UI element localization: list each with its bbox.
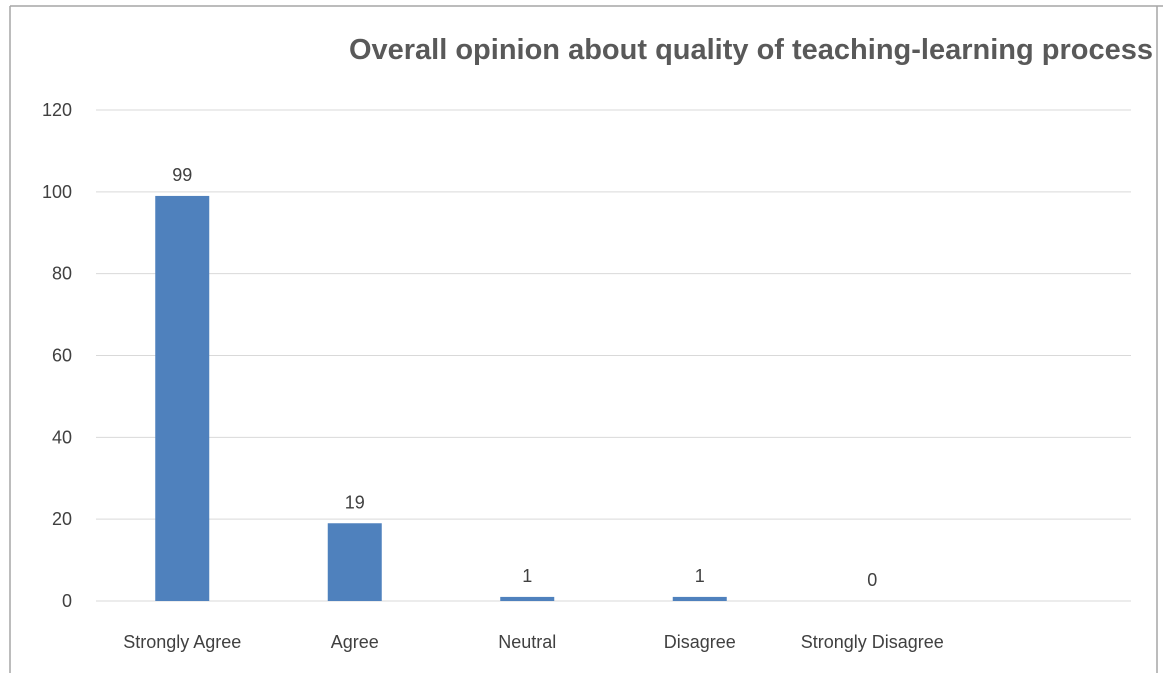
category-label: Strongly Agree (123, 632, 241, 652)
y-tick-label: 0 (62, 591, 72, 611)
bar (327, 523, 382, 601)
data-label: 1 (522, 566, 532, 586)
category-label: Strongly Disagree (801, 632, 944, 652)
gridlines (96, 109, 1131, 602)
bar (155, 195, 210, 602)
y-tick-label: 120 (42, 100, 72, 120)
bar (500, 596, 555, 601)
chart-title: Overall opinion about quality of teachin… (349, 34, 1153, 66)
y-tick-label: 40 (52, 427, 72, 447)
data-label: 1 (695, 566, 705, 586)
category-label: Disagree (664, 632, 736, 652)
y-tick-label: 80 (52, 264, 72, 284)
bar (672, 596, 727, 601)
bars (155, 195, 727, 602)
category-label: Agree (331, 632, 379, 652)
data-label: 0 (867, 570, 877, 590)
x-axis-category-labels: Strongly Agree Agree Neutral Disagree Strong… (123, 632, 944, 652)
category-label: Neutral (498, 632, 556, 652)
data-labels: 99 19 1 1 0 (172, 165, 877, 590)
data-label: 19 (345, 492, 365, 512)
y-tick-label: 100 (42, 182, 72, 202)
data-label: 99 (172, 165, 192, 185)
y-tick-label: 20 (52, 509, 72, 529)
y-tick-label: 60 (52, 346, 72, 366)
y-axis-tick-labels: 0 20 40 60 80 100 120 (42, 100, 72, 611)
